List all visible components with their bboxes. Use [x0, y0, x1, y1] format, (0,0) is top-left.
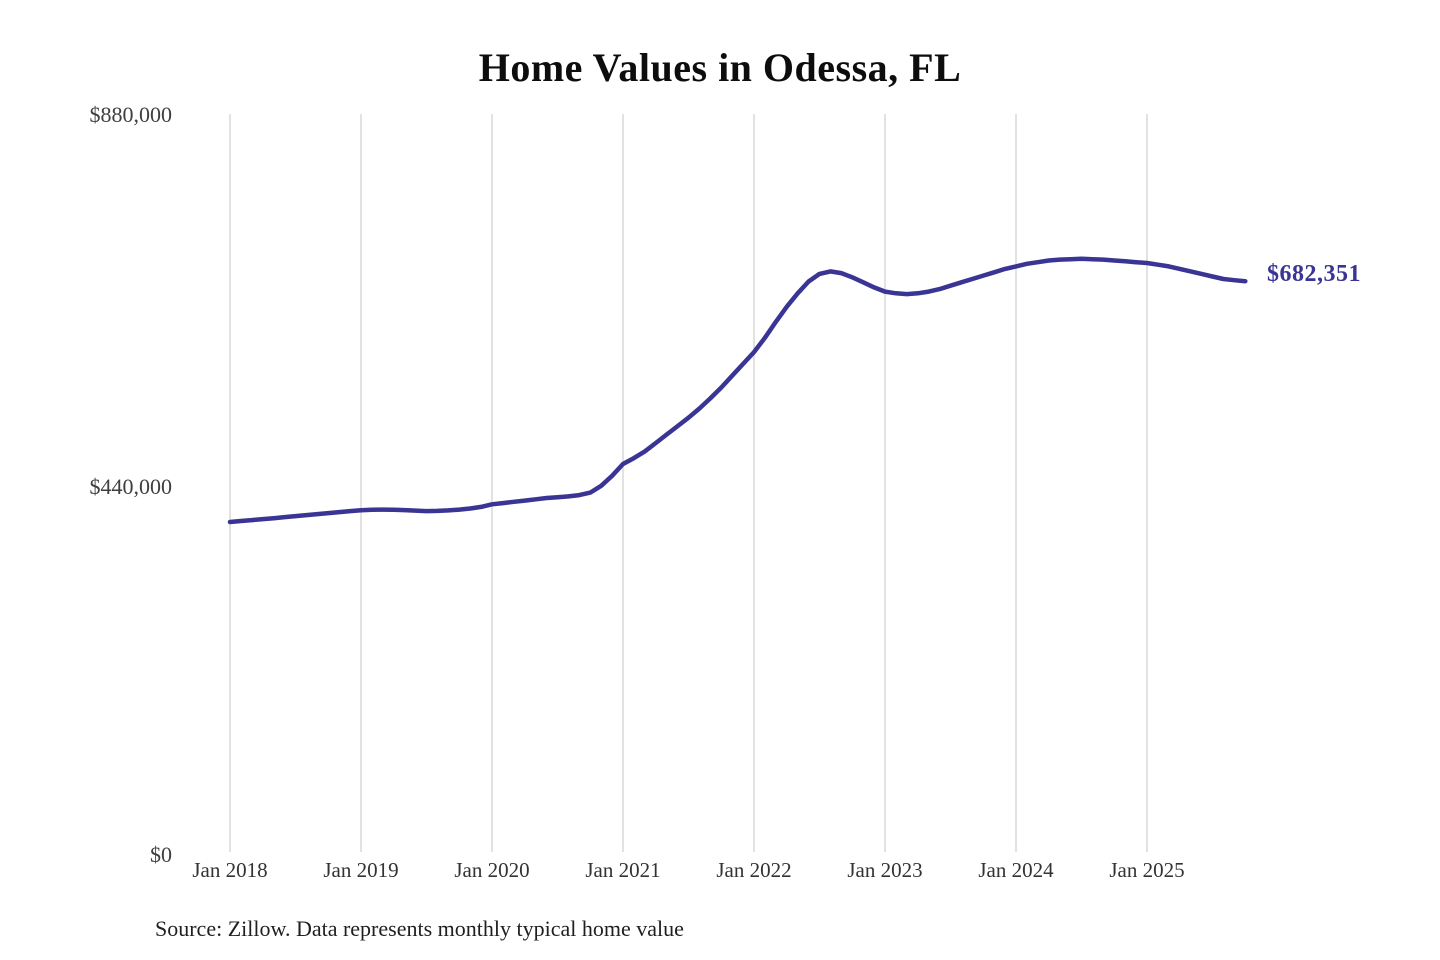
x-tick-jan-2022: Jan 2022	[716, 858, 792, 882]
x-tick-jan-2023: Jan 2023	[847, 858, 923, 882]
chart-title: Home Values in Odessa, FL	[478, 45, 962, 90]
latest-value-label: $682,351	[1267, 261, 1361, 287]
x-tick-jan-2021: Jan 2021	[585, 858, 661, 882]
y-tick-440000: $440,000	[89, 474, 173, 499]
x-tick-jan-2018: Jan 2018	[192, 858, 268, 882]
y-tick-880000: $880,000	[89, 102, 173, 127]
y-tick-0: $0	[150, 842, 172, 867]
x-tick-jan-2019: Jan 2019	[323, 858, 399, 882]
x-tick-jan-2025: Jan 2025	[1109, 858, 1185, 882]
x-tick-jan-2020: Jan 2020	[454, 858, 530, 882]
source-note: Source: Zillow. Data represents monthly …	[155, 916, 684, 941]
x-tick-jan-2024: Jan 2024	[978, 858, 1054, 882]
